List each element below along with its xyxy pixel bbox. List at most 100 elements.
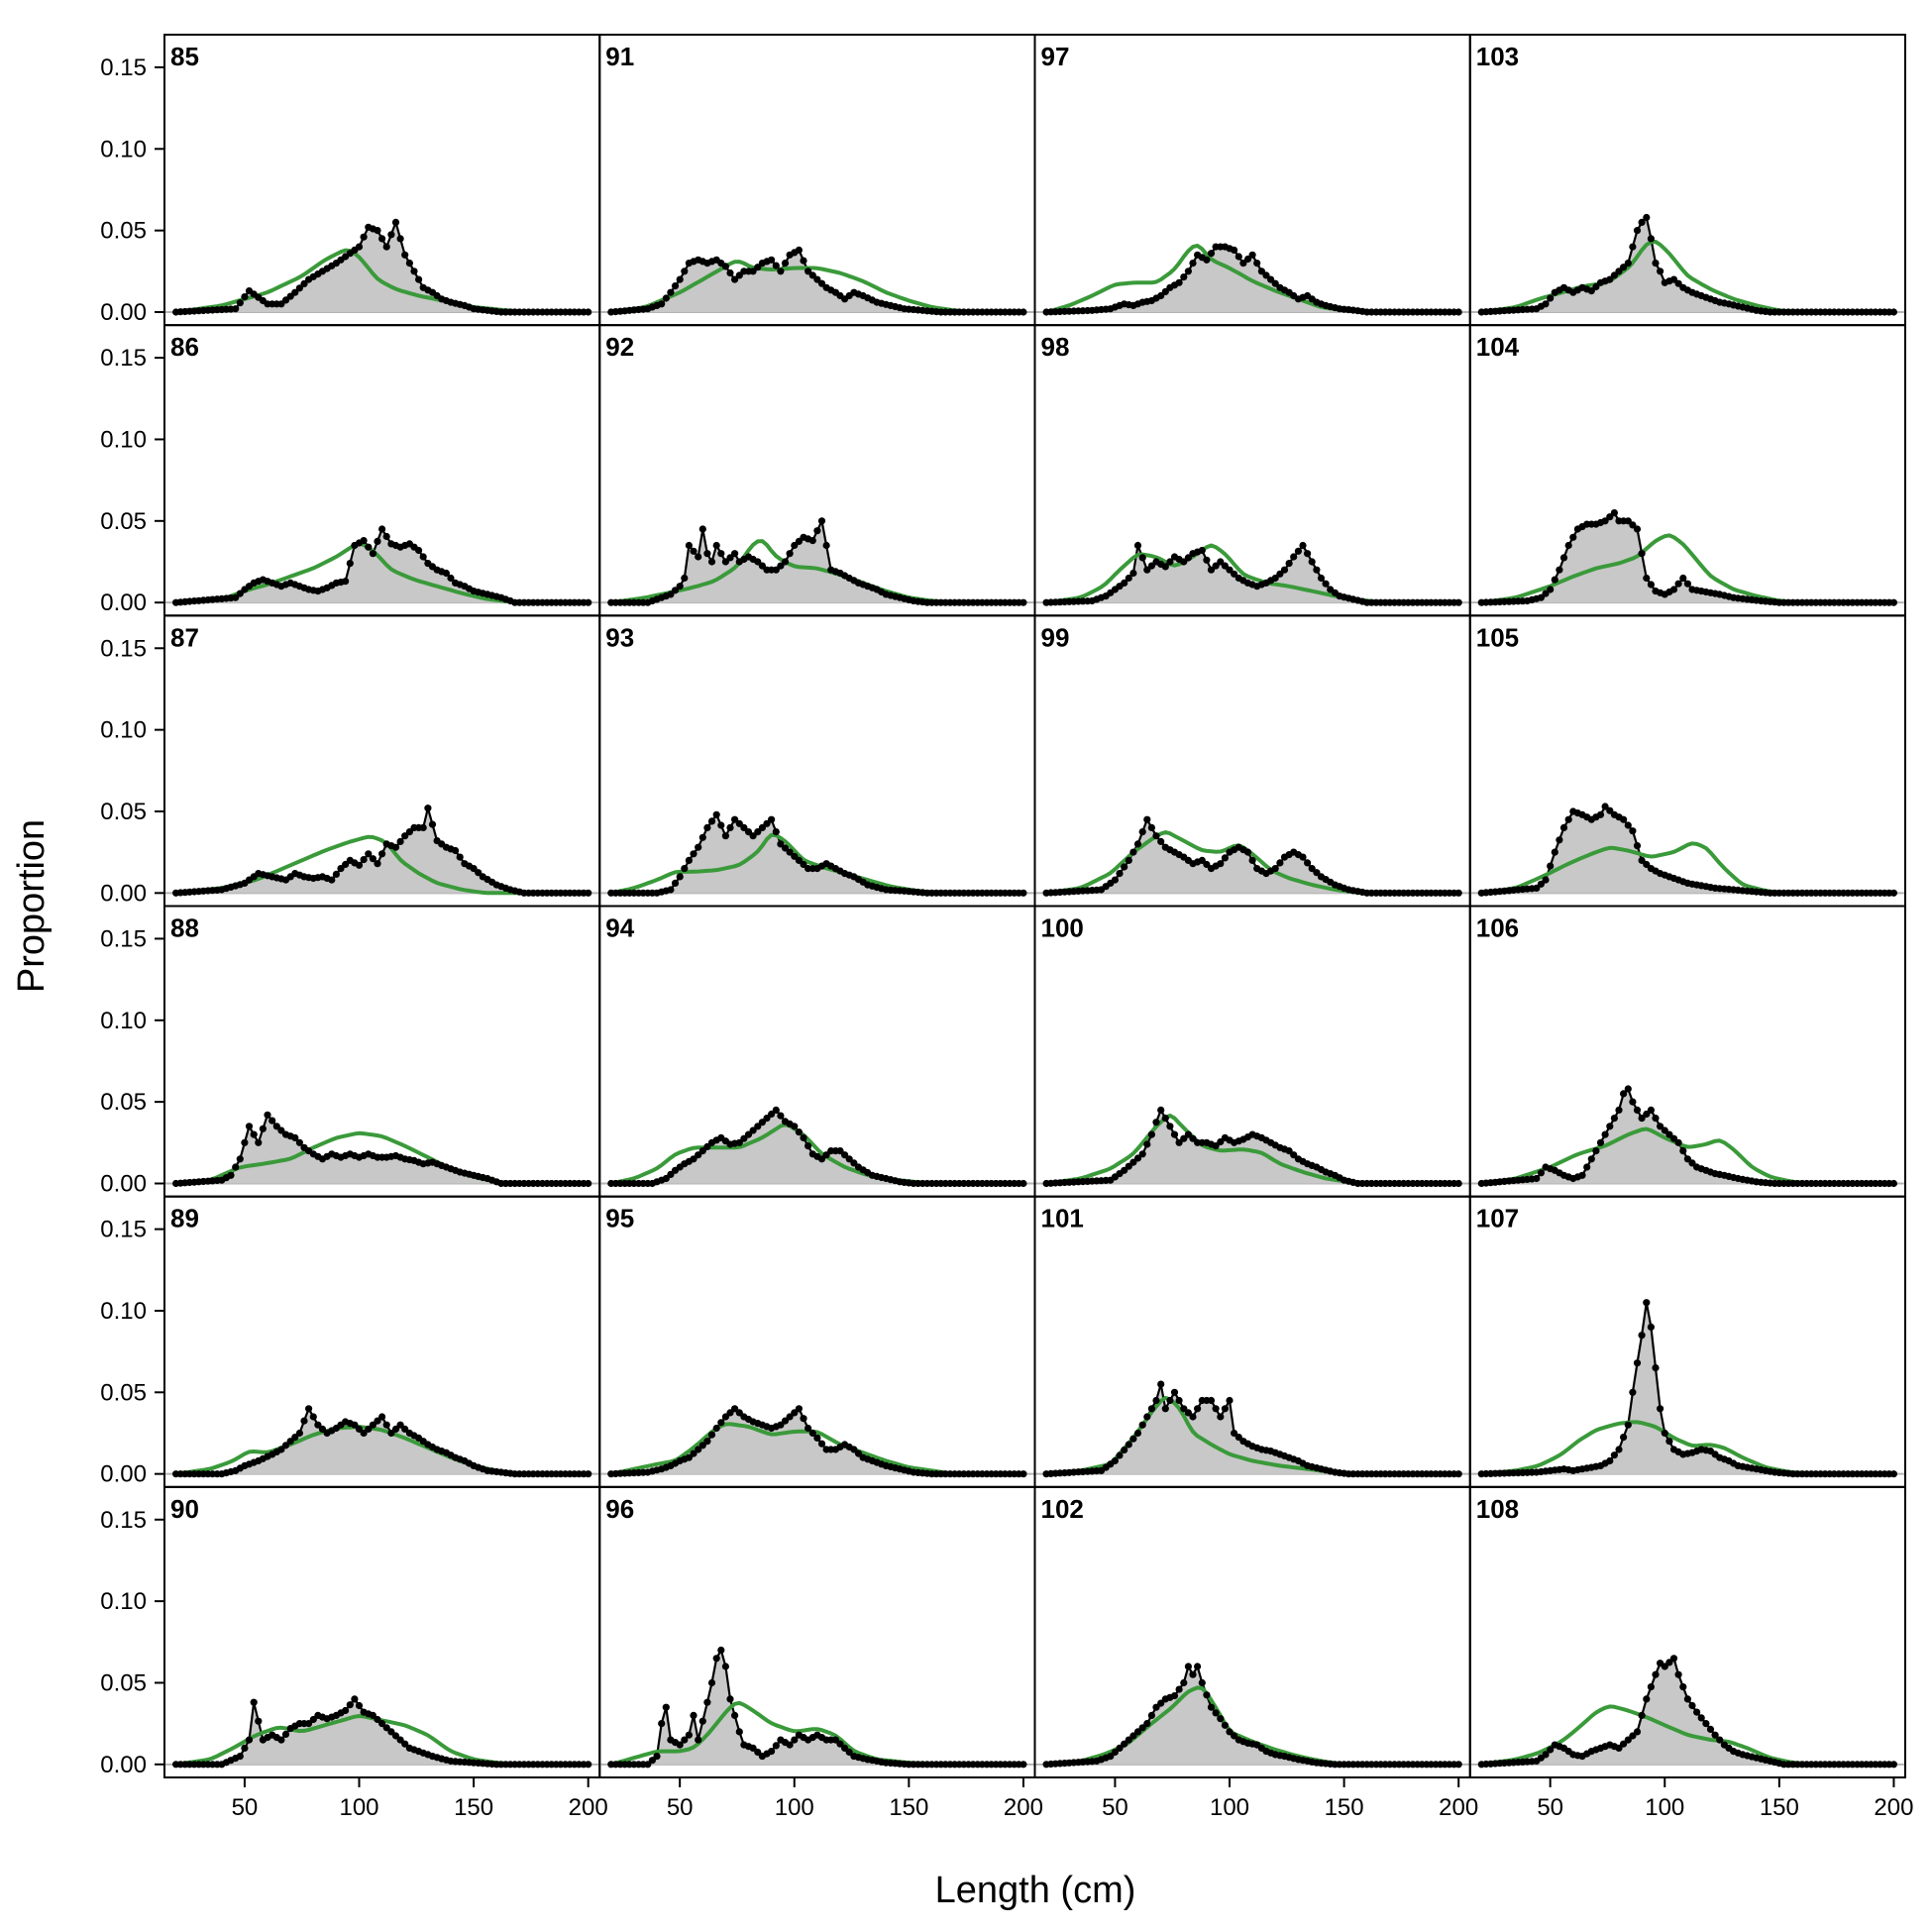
observed-point (1652, 1670, 1660, 1678)
observed-point (1587, 1155, 1595, 1163)
observed-point (1121, 1166, 1128, 1174)
observed-point (419, 553, 427, 561)
observed-point (698, 1717, 706, 1725)
observed-point (1161, 1115, 1169, 1123)
observed-point (291, 1434, 299, 1442)
observed-point (735, 819, 743, 827)
observed-point (1620, 815, 1628, 823)
observed-point (1147, 823, 1155, 832)
observed-point (1125, 856, 1132, 865)
observed-point (337, 865, 345, 873)
panel-label: 97 (1041, 42, 1070, 71)
observed-point (1556, 836, 1563, 844)
observed-point (1661, 1429, 1668, 1438)
observed-point (712, 541, 720, 550)
observed-point (1542, 300, 1550, 308)
observed-point (1157, 837, 1165, 846)
observed-area (175, 1408, 589, 1474)
observed-point (1020, 889, 1027, 897)
observed-point (1643, 860, 1651, 869)
observed-area (1046, 545, 1459, 603)
observed-point (721, 263, 730, 270)
observed-point (1688, 1701, 1696, 1710)
observed-point (791, 1736, 799, 1744)
observed-point (277, 1736, 285, 1744)
x-tick-label: 200 (569, 1794, 608, 1821)
observed-point (1253, 260, 1261, 268)
observed-point (685, 1731, 694, 1739)
panel-label: 100 (1041, 913, 1084, 943)
observed-point (658, 300, 666, 308)
panel-95: 95 (598, 1195, 1036, 1488)
panel-label: 103 (1476, 42, 1519, 71)
x-tick-label: 100 (339, 1794, 378, 1821)
observed-point (817, 1440, 826, 1448)
observed-point (374, 1417, 381, 1425)
observed-point (1620, 1740, 1628, 1748)
observed-point (1170, 1692, 1179, 1700)
observed-point (1697, 1714, 1705, 1722)
panel-label: 105 (1476, 622, 1519, 652)
axes-layer: 0.00 0.05 0.10 0.15 0.00 0.05 0.10 0.15 0.00 0.05… (100, 54, 1913, 1821)
observed-point (772, 262, 780, 269)
y-tick-label: 0.15 (100, 1507, 147, 1534)
observed-point (703, 823, 711, 832)
observed-point (1624, 1421, 1632, 1429)
x-tick-label: 200 (1874, 1794, 1913, 1821)
observed-point (410, 268, 418, 275)
observed-point (1679, 1683, 1687, 1691)
observed-point (1212, 1709, 1220, 1717)
observed-point (1615, 1446, 1623, 1453)
observed-point (772, 1742, 780, 1750)
y-tick-label: 0.05 (100, 218, 147, 245)
observed-point (658, 1720, 666, 1728)
observed-point (360, 1429, 368, 1438)
observed-point (768, 1110, 776, 1119)
observed-point (1147, 1405, 1155, 1413)
observed-point (698, 525, 706, 533)
observed-point (845, 1748, 853, 1757)
observed-point (391, 843, 400, 851)
observed-point (378, 525, 386, 533)
observed-point (841, 1744, 849, 1752)
observed-point (1152, 1119, 1160, 1127)
observed-point (690, 1711, 698, 1719)
observed-point (1683, 1155, 1691, 1163)
observed-point (1271, 279, 1279, 287)
observed-point (318, 1425, 327, 1433)
observed-point (1601, 803, 1609, 810)
observed-point (662, 294, 670, 302)
observed-point (1290, 1151, 1298, 1159)
observed-point (1620, 264, 1628, 271)
observed-area (610, 1650, 1023, 1765)
observed-point (1633, 525, 1642, 533)
observed-point (1020, 308, 1027, 316)
observed-point (822, 1151, 830, 1159)
observed-point (777, 268, 785, 275)
observed-area (610, 814, 1023, 894)
y-tick-label: 0.05 (100, 1089, 147, 1116)
observed-point (795, 246, 804, 254)
observed-point (662, 1174, 670, 1183)
observed-point (800, 1133, 807, 1141)
observed-point (707, 1431, 716, 1439)
observed-point (387, 231, 395, 239)
observed-point (1221, 1721, 1229, 1729)
observed-area (1046, 819, 1459, 894)
observed-point (1624, 260, 1632, 268)
observed-point (1322, 580, 1330, 588)
observed-point (1633, 1728, 1642, 1736)
x-tick-label: 100 (1645, 1794, 1684, 1821)
observed-point (777, 1421, 785, 1429)
observed-point (822, 541, 830, 550)
observed-point (1601, 1130, 1609, 1138)
observed-point (735, 271, 743, 279)
observed-point (585, 1179, 592, 1188)
observed-point (1624, 1085, 1632, 1093)
observed-point (758, 1119, 767, 1127)
observed-point (1020, 598, 1027, 606)
observed-point (1454, 308, 1462, 316)
observed-point (1180, 1134, 1188, 1142)
observed-point (685, 856, 694, 865)
